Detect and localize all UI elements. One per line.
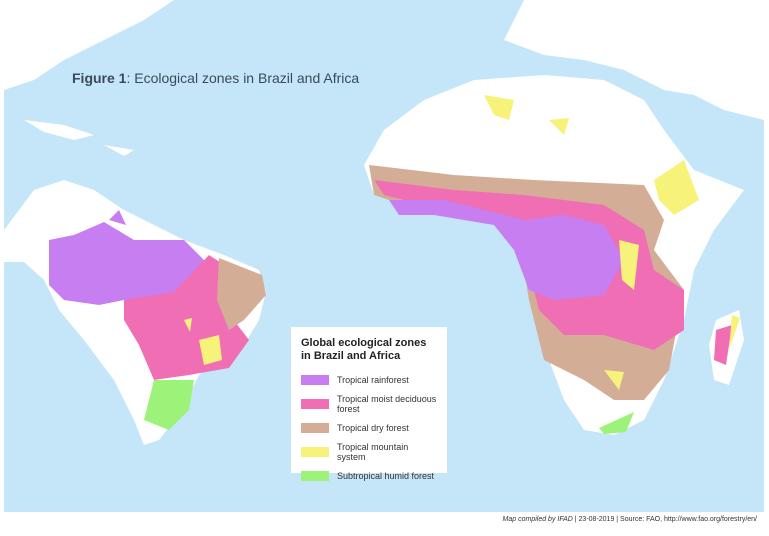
compiled-by: Map compiled by IFAD — [502, 516, 573, 523]
legend-swatch — [301, 423, 329, 433]
land-caribbean — [24, 120, 134, 156]
land-north-america — [4, 0, 174, 90]
map-credits: Map compiled by IFAD | 23-08-2019 | Sour… — [503, 516, 757, 523]
zone-subtropical-humid-africa — [599, 412, 634, 434]
land-europe — [504, 0, 764, 120]
legend-label: Tropical rainforest — [337, 375, 409, 385]
legend-label: Tropical moist deciduous forest — [337, 394, 437, 414]
legend-item-tropical-dry: Tropical dry forest — [301, 422, 437, 434]
zone-subtropical-humid-brazil — [144, 380, 194, 430]
zone-tropical-rainforest-africa — [389, 200, 624, 300]
figure-title: Figure 1: Ecological zones in Brazil and… — [72, 70, 359, 86]
legend-item-tropical-rainforest: Tropical rainforest — [301, 374, 437, 386]
zone-tropical-rainforest-brazil — [49, 210, 204, 310]
zone-tropical-mountain-africa — [484, 95, 740, 390]
legend-swatch — [301, 399, 329, 409]
legend-item-tropical-moist-deciduous: Tropical moist deciduous forest — [301, 394, 437, 414]
figure-caption: : Ecological zones in Brazil and Africa — [126, 70, 360, 86]
source-text: | 23-08-2019 | Source: FAO, http://www.f… — [572, 516, 757, 523]
legend-item-subtropical-humid: Subtropical humid forest — [301, 470, 437, 482]
legend-label: Tropical mountain system — [337, 442, 409, 462]
map — [4, 0, 764, 512]
legend-label: Tropical dry forest — [337, 423, 409, 433]
legend-label: Subtropical humid forest — [337, 471, 435, 481]
legend: Global ecological zones in Brazil and Af… — [291, 327, 447, 481]
zone-tropical-mountain-brazil — [184, 318, 222, 365]
legend-item-tropical-mountain: Tropical mountain system — [301, 442, 437, 462]
zone-tropical-dry-brazil — [217, 258, 266, 330]
legend-swatch — [301, 375, 329, 385]
legend-heading: Global ecological zones in Brazil and Af… — [301, 337, 427, 362]
legend-swatch — [301, 471, 329, 481]
figure-label: Figure 1 — [72, 70, 127, 86]
legend-swatch — [301, 447, 329, 457]
